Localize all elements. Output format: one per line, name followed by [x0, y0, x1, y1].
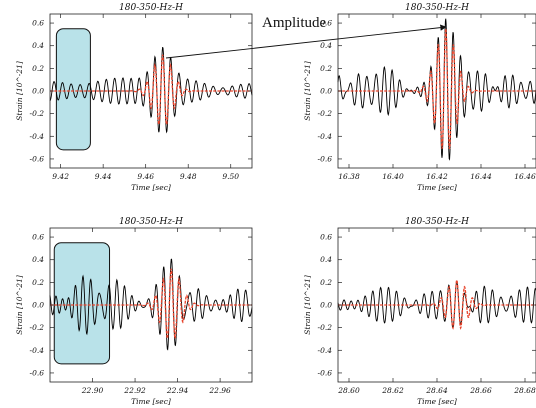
- data-series-line: [337, 18, 536, 161]
- y-axis-label: Strain [10^-21]: [303, 275, 312, 335]
- y-tick-label: -0.4: [318, 132, 333, 141]
- panel-1: 180-350-Hz-H 9.42 9.44 9.46 9.48 9.50 -0.6 -0.4…: [15, 3, 253, 192]
- x-tick-label: 22.96: [208, 386, 231, 395]
- x-tick-label: 28.68: [513, 386, 536, 395]
- x-axis-label: Time [sec]: [417, 397, 457, 406]
- y-tick-label: 0.2: [32, 278, 44, 287]
- y-tick-label: 0.4: [320, 255, 332, 264]
- x-tick-label: 28.66: [469, 386, 492, 395]
- panel-title: 180-350-Hz-H: [405, 3, 469, 13]
- x-tick-label: 16.46: [514, 172, 536, 181]
- x-tick-label: 16.44: [470, 172, 492, 181]
- y-tick-label: 0.2: [320, 64, 332, 73]
- y-tick-label: -0.2: [318, 109, 333, 118]
- x-tick-label: 28.62: [381, 386, 404, 395]
- amplitude-annotation: Amplitude: [165, 15, 447, 59]
- y-tick-label: -0.6: [30, 154, 45, 163]
- y-tick-label: 0.4: [320, 41, 332, 50]
- y-tick-label: 0.2: [320, 278, 332, 287]
- panel-2: 180-350-Hz-H 16.38 16.40 16.42 16.44 16.46 -0.…: [303, 3, 536, 192]
- x-tick-label: 22.94: [166, 386, 189, 395]
- x-tick-label: 9.44: [95, 172, 112, 181]
- y-tick-label: 0.6: [320, 233, 332, 242]
- x-axis-label: Time [sec]: [131, 183, 171, 192]
- data-series-line: [337, 280, 536, 329]
- panel-3: 180-350-Hz-H 22.90 22.92 22.94 22.96 -0.6 -0.4…: [15, 217, 253, 406]
- y-tick-label: 0.2: [32, 64, 44, 73]
- y-tick-label: -0.6: [318, 368, 333, 377]
- panel-title: 180-350-Hz-H: [119, 217, 183, 227]
- highlight-box: [53, 242, 111, 365]
- y-tick-label: 0.4: [32, 255, 44, 264]
- panel-title: 180-350-Hz-H: [405, 217, 469, 227]
- y-tick-label: -0.2: [30, 323, 45, 332]
- y-tick-label: -0.6: [30, 368, 45, 377]
- y-tick-label: 0.6: [32, 19, 44, 28]
- x-tick-label: 28.64: [425, 386, 448, 395]
- data-series-line: [49, 258, 253, 351]
- amplitude-label: Amplitude: [262, 15, 327, 31]
- model-series-line: [338, 278, 536, 330]
- y-axis-label: Strain [10^-21]: [15, 275, 24, 335]
- y-tick-label: -0.4: [30, 346, 45, 355]
- y-tick-label: -0.2: [30, 109, 45, 118]
- x-tick-label: 9.42: [52, 172, 69, 181]
- y-tick-label: 0.0: [320, 301, 332, 310]
- x-tick-label: 16.40: [382, 172, 404, 181]
- model-series-line: [50, 268, 252, 339]
- x-tick-label: 22.90: [81, 386, 104, 395]
- y-tick-label: 0.0: [32, 301, 44, 310]
- x-tick-label: 22.92: [123, 386, 146, 395]
- amplitude-arrow: [165, 24, 447, 59]
- y-tick-label: 0.0: [320, 87, 332, 96]
- model-series-line: [50, 54, 252, 127]
- y-tick-label: 0.0: [32, 87, 44, 96]
- y-tick-label: 0.4: [32, 41, 44, 50]
- x-tick-label: 9.48: [180, 172, 197, 181]
- y-tick-label: -0.4: [318, 346, 333, 355]
- x-tick-label: 9.50: [222, 172, 239, 181]
- x-tick-label: 28.60: [337, 386, 360, 395]
- y-axis-label: Strain [10^-21]: [303, 61, 312, 121]
- x-tick-label: 16.42: [426, 172, 448, 181]
- y-tick-label: -0.6: [318, 154, 333, 163]
- y-tick-label: -0.4: [30, 132, 45, 141]
- data-series-line: [49, 46, 253, 134]
- y-tick-label: 0.6: [32, 233, 44, 242]
- x-axis-label: Time [sec]: [131, 397, 171, 406]
- y-axis-label: Strain [10^-21]: [15, 61, 24, 121]
- panel-4: 180-350-Hz-H 28.60 28.62 28.64 28.66 28.68 -0.…: [303, 217, 536, 406]
- x-tick-label: 9.46: [137, 172, 154, 181]
- y-tick-label: 0.6: [320, 19, 332, 28]
- panel-title: 180-350-Hz-H: [119, 3, 183, 13]
- y-tick-label: -0.2: [318, 323, 333, 332]
- x-tick-label: 16.38: [338, 172, 360, 181]
- x-axis-label: Time [sec]: [417, 183, 457, 192]
- model-series-line: [338, 28, 536, 150]
